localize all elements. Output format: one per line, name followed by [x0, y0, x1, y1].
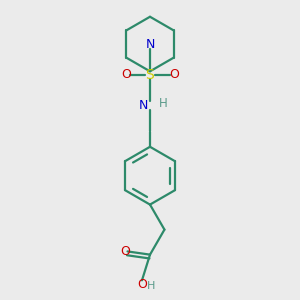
Text: O: O [169, 68, 179, 81]
Text: H: H [159, 97, 168, 110]
Text: O: O [121, 245, 130, 258]
Text: N: N [139, 98, 148, 112]
Text: O: O [137, 278, 147, 291]
Text: H: H [147, 281, 155, 291]
Text: S: S [146, 68, 154, 82]
Text: O: O [121, 68, 131, 81]
Text: N: N [145, 38, 155, 50]
